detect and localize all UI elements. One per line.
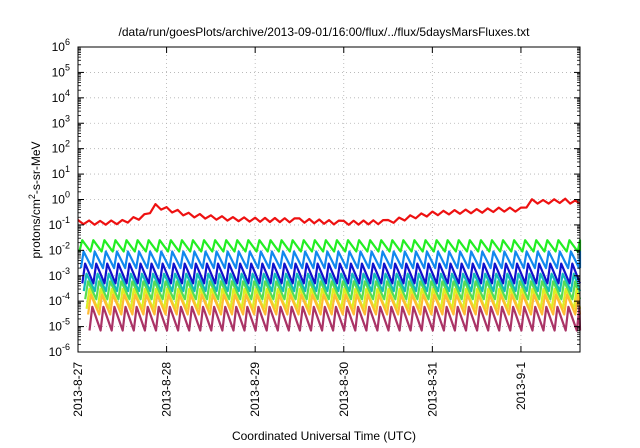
x-tick-label: 2013-9-1: [514, 362, 528, 410]
grid: [78, 47, 580, 352]
series-line: [79, 250, 582, 270]
series-line: [87, 293, 582, 316]
x-axis-label: Coordinated Universal Time (UTC): [232, 429, 416, 443]
y-axis-label-suffix: -s-sr-MeV: [29, 141, 43, 194]
series-line: [82, 272, 582, 293]
y-tick-label-base: 10: [52, 40, 66, 54]
y-axis-ticks: 10610510410310210110010-110-210-310-410-…: [49, 37, 580, 359]
y-tick-label-exponent: -5: [62, 317, 70, 327]
series-line: [81, 262, 582, 285]
y-tick-label-base: 10: [52, 65, 66, 79]
y-tick-label: 100: [52, 190, 70, 207]
y-axis-label: protons/cm2-s-sr-MeV: [27, 141, 43, 258]
x-axis-ticks: 2013-8-27 2013-8-28 2013-8-29 2013-8-30 2013…: [71, 47, 528, 417]
x-tick-label: 2013-8-27: [71, 362, 85, 417]
x-tick-label: 2013-8-28: [160, 362, 174, 417]
chart-title: /data/run/goesPlots/archive/2013-09-01/1…: [119, 25, 531, 39]
y-tick-label: 10-1: [49, 215, 70, 232]
series-group: [77, 197, 582, 332]
y-tick-label: 10-5: [49, 317, 70, 334]
y-tick-label: 101: [52, 164, 70, 181]
y-tick-label-exponent: -6: [62, 342, 70, 352]
y-tick-label: 10-4: [49, 291, 70, 308]
series-line: [84, 280, 582, 301]
x-tick-label: 2013-8-31: [425, 362, 439, 417]
series-line: [78, 239, 582, 253]
y-tick-label-exponent: 0: [65, 190, 70, 200]
y-tick-label-exponent: 2: [65, 139, 70, 149]
x-tick-label: 2013-8-29: [248, 362, 262, 417]
y-tick-label-exponent: 6: [65, 37, 70, 47]
y-tick-label-base: 10: [49, 320, 63, 334]
y-tick-label: 105: [52, 62, 70, 79]
series-line: [85, 287, 582, 310]
y-tick-label-base: 10: [49, 269, 63, 283]
y-tick-label-exponent: -2: [62, 240, 70, 250]
y-tick-label-base: 10: [52, 167, 66, 181]
y-tick-label: 106: [52, 37, 70, 54]
y-tick-label-exponent: 4: [65, 88, 70, 98]
y-tick-label-exponent: -3: [62, 266, 70, 276]
y-tick-label-base: 10: [52, 116, 66, 130]
y-tick-label: 102: [52, 139, 70, 156]
series-line: [77, 197, 581, 226]
y-tick-label: 10-6: [49, 342, 70, 359]
y-tick-label-base: 10: [49, 294, 63, 308]
x-tick-label: 2013-8-30: [337, 362, 351, 417]
y-tick-label-exponent: 1: [65, 164, 70, 174]
y-tick-label: 103: [52, 113, 70, 130]
y-tick-label-base: 10: [52, 193, 66, 207]
y-tick-label-base: 10: [49, 243, 63, 257]
y-tick-label-exponent: -4: [62, 291, 70, 301]
y-tick-label: 10-3: [49, 266, 70, 283]
series-line: [88, 305, 582, 332]
y-tick-label-exponent: -1: [62, 215, 70, 225]
y-tick-label-base: 10: [52, 91, 66, 105]
y-tick-label-exponent: 3: [65, 113, 70, 123]
y-tick-label-base: 10: [49, 218, 63, 232]
y-axis-label-superscript: 2: [27, 194, 37, 199]
y-axis-label-prefix: protons/cm: [29, 199, 43, 258]
y-tick-label: 10-2: [49, 240, 70, 257]
y-tick-label-exponent: 5: [65, 62, 70, 72]
y-tick-label: 104: [52, 88, 70, 105]
y-tick-label-base: 10: [49, 345, 63, 359]
y-tick-label-base: 10: [52, 142, 66, 156]
